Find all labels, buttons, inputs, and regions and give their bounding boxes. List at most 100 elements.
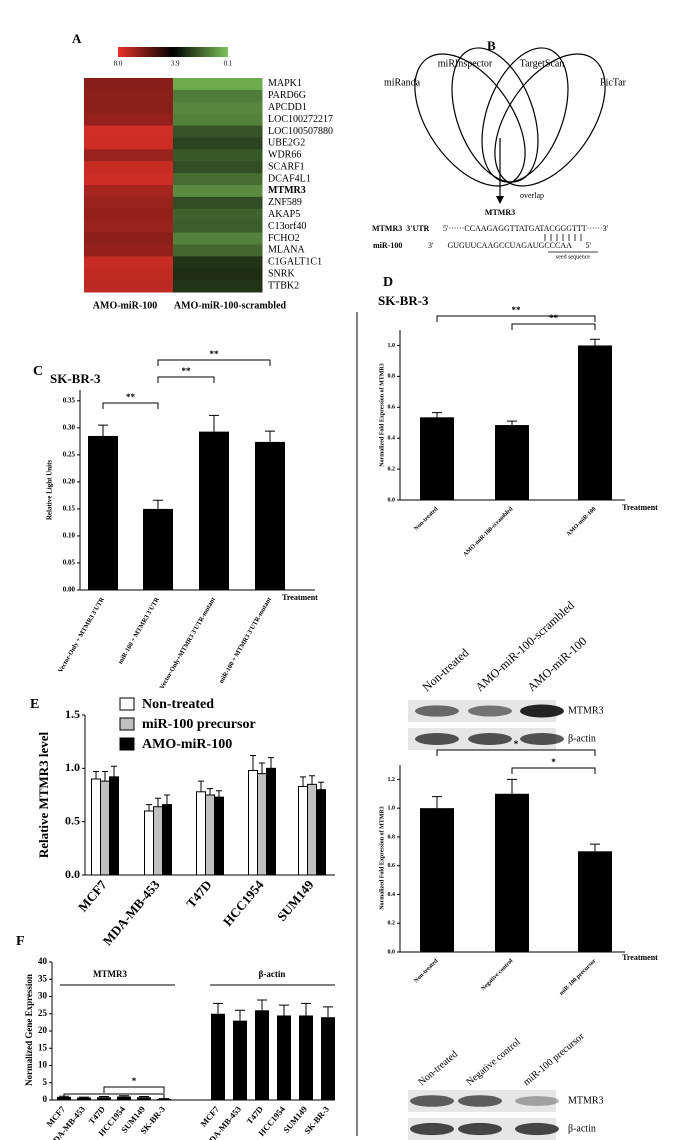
panel-label: C <box>33 364 43 379</box>
seed-label: seed sequence <box>556 254 590 260</box>
error-bar <box>250 755 256 771</box>
column-label: AMO-miR-100 <box>93 300 157 311</box>
bar <box>143 508 173 590</box>
significance-bracket <box>102 402 159 409</box>
column-label: AMO-miR-100-scrambled <box>174 300 287 311</box>
row-label: UBE2G2 <box>268 138 305 149</box>
significance-label: ** <box>210 349 220 359</box>
heat-cell <box>173 101 263 115</box>
row-label: MTMR3 <box>268 185 306 196</box>
bar <box>137 1097 151 1100</box>
bar <box>144 810 154 876</box>
blot-band <box>515 1122 559 1136</box>
heat-cell <box>84 268 174 281</box>
heat-cell <box>84 185 174 198</box>
seq-name: miR-100 <box>373 241 402 250</box>
y-tick-label: 0.00 <box>63 586 76 594</box>
x-tick-label: Vector-Only + MTMR3 3'UTR <box>57 596 106 674</box>
y-tick-label: 1.0 <box>388 806 396 812</box>
y-tick-label: 15 <box>38 1042 48 1052</box>
band-label: β-actin <box>568 733 596 744</box>
row-label: C1GALT1C1 <box>268 257 322 268</box>
error-bar <box>309 775 315 785</box>
heat-cell <box>84 256 174 269</box>
bar <box>299 1015 313 1100</box>
significance-label: * <box>551 757 556 767</box>
band-label: β-actin <box>568 1123 596 1134</box>
blot-band <box>410 1095 454 1107</box>
heat-cell <box>173 220 263 234</box>
error-bar <box>323 1006 333 1018</box>
significance-bracket <box>436 315 596 322</box>
lane-label: AMO-miR-100-scrambled <box>472 598 576 694</box>
legend-label: Non-treated <box>142 697 214 712</box>
y-tick-label: 1.2 <box>388 777 396 783</box>
row-label: PARD6G <box>268 90 306 101</box>
blot-band <box>415 705 459 717</box>
band-label: MTMR3 <box>568 705 604 716</box>
bar <box>77 1097 91 1100</box>
heat-cell <box>173 149 263 162</box>
heat-cell <box>84 149 174 162</box>
error-bar <box>432 412 442 418</box>
legend-swatch <box>119 697 135 711</box>
venn-set <box>494 53 606 187</box>
lane-label: Non-treated <box>419 646 471 695</box>
x-tick-label: AMO-miR-100-scrambled <box>463 506 515 558</box>
bar <box>495 793 529 952</box>
row-label: DCAF4L1 <box>268 173 311 184</box>
heat-cell <box>84 208 174 222</box>
blot-band <box>458 1122 502 1136</box>
colorbar-label: 3.9 <box>171 60 180 68</box>
significance-bracket <box>436 749 596 756</box>
set-label: miRInspector <box>438 58 493 69</box>
x-axis-label: Treatment <box>622 503 658 512</box>
error-bar <box>268 757 274 769</box>
y-tick-label: 0.8 <box>388 834 396 840</box>
error-bar <box>235 1009 245 1021</box>
blot-band <box>468 733 512 745</box>
heat-cell <box>84 280 174 293</box>
heat-cell <box>84 125 174 138</box>
heat-cell <box>84 232 174 245</box>
y-tick-label: 0.6 <box>388 405 396 411</box>
error-bar <box>102 771 108 782</box>
heat-cell <box>84 113 174 127</box>
row-label: TTBK2 <box>268 280 299 291</box>
heat-cell <box>173 113 263 127</box>
y-tick-label: 20 <box>38 1025 48 1035</box>
row-label: FCHO2 <box>268 233 300 244</box>
y-axis-label: Relative MTMR3 level <box>36 731 51 858</box>
x-tick-label: miR-100 precursor <box>559 958 598 997</box>
y-tick-label: 0.10 <box>63 532 76 540</box>
significance-bracket <box>157 359 271 366</box>
bar <box>100 780 110 876</box>
error-bar <box>216 790 222 798</box>
legend-swatch <box>119 717 135 731</box>
group-label: β-actin <box>259 969 286 979</box>
bar <box>277 1015 291 1100</box>
chart-title: SK-BR-3 <box>378 293 429 308</box>
heat-cell <box>84 161 174 174</box>
y-tick-label: 0.0 <box>388 949 396 955</box>
y-tick-label: 5 <box>43 1077 48 1087</box>
y-axis-label: Relative Light Units <box>46 460 54 521</box>
heat-cell <box>173 125 263 138</box>
significance-bracket <box>511 767 596 774</box>
significance-label: * <box>514 739 519 749</box>
seq: 3' GUGUUCAAGCCUAGAUGCCCAA 5' <box>428 241 591 250</box>
error-bar <box>213 1002 223 1014</box>
blot-band <box>415 733 459 745</box>
blot-band <box>520 704 564 718</box>
bar <box>298 785 308 876</box>
y-tick-label: 25 <box>38 1008 48 1018</box>
y-tick-label: 0 <box>43 1094 48 1104</box>
blot-band <box>410 1122 454 1136</box>
error-bar <box>507 778 517 794</box>
x-tick-label: Non-treated <box>413 506 440 533</box>
bar <box>88 435 118 590</box>
error-bar <box>259 762 265 774</box>
arrow-head <box>496 196 504 204</box>
heat-cell <box>84 220 174 234</box>
y-tick-label: 0.6 <box>388 863 396 869</box>
